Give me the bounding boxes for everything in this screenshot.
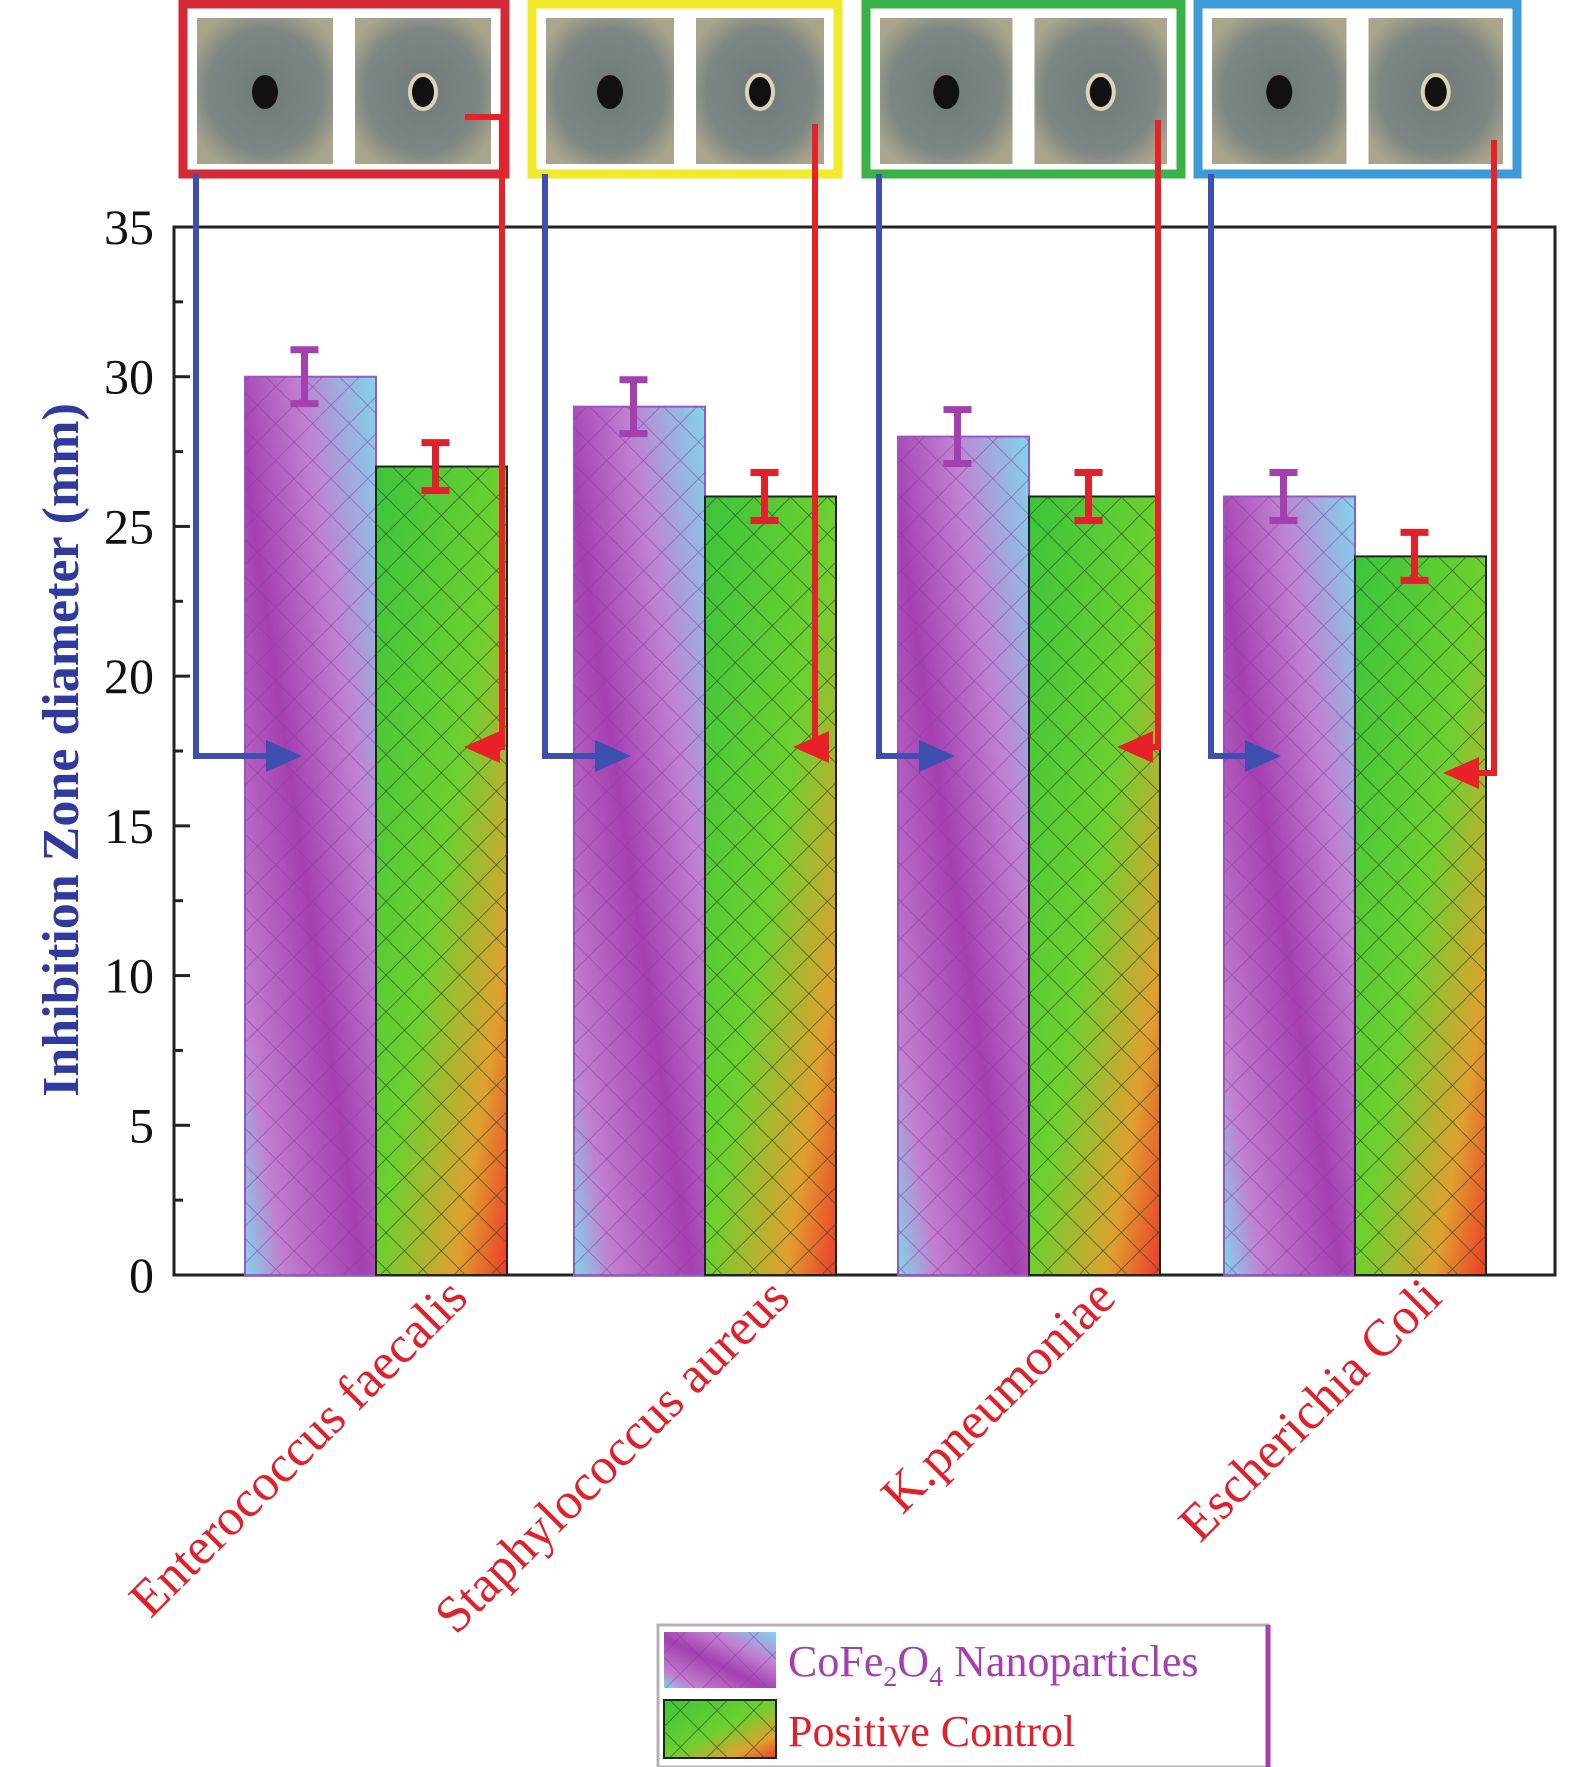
bar-hatch	[898, 436, 1029, 1276]
arrowhead	[919, 740, 955, 772]
photo-panel	[178, 0, 510, 179]
error-bar	[421, 439, 450, 494]
nanoparticle-arrow	[542, 174, 599, 759]
bar-hatch	[1224, 496, 1355, 1275]
category-label: Escherichia Coli	[1168, 1268, 1452, 1552]
well-hole	[408, 73, 438, 111]
y-tick-label: 10	[104, 948, 154, 1004]
error-bar	[290, 346, 319, 408]
bar-hatch	[1355, 556, 1486, 1275]
error-bars	[290, 346, 1429, 584]
bar-hatch	[1029, 496, 1160, 1275]
arrowhead	[1443, 757, 1479, 789]
arrowhead	[793, 731, 829, 763]
error-bar	[750, 469, 779, 524]
well-hole	[745, 73, 775, 111]
photo-panel	[1193, 0, 1522, 179]
category-label: Enterococcus faecalis	[119, 1268, 479, 1628]
inhibition-zone-photos	[178, 0, 1522, 179]
arrowhead	[595, 740, 631, 772]
photo-panel	[861, 0, 1186, 179]
arrowhead	[266, 740, 302, 772]
error-bar	[1400, 528, 1429, 584]
error-bar	[943, 406, 972, 468]
y-tick-label: 25	[104, 498, 154, 554]
nanoparticle-arrow	[1208, 174, 1249, 759]
control-arrow	[1475, 140, 1497, 776]
category-label: Staphylococcus aureus	[424, 1268, 800, 1644]
category-label: K.pneumoniae	[871, 1268, 1127, 1524]
y-tick-label: 15	[104, 798, 154, 854]
arrowhead	[464, 731, 500, 763]
bar-hatch	[376, 466, 507, 1275]
arrows	[193, 114, 1497, 789]
error-bar	[1074, 469, 1103, 524]
bar-hatch	[245, 376, 376, 1275]
y-axis: 0 5 10 15 20 25 30 35	[104, 199, 190, 1303]
well-hole	[1085, 73, 1116, 111]
well-hole	[1266, 75, 1293, 109]
legend-label-positive-control: Positive Control	[788, 1707, 1075, 1756]
legend-label-nanoparticles: CoFe2O4 Nanoparticles	[788, 1637, 1198, 1693]
y-tick-label: 0	[129, 1247, 154, 1303]
y-tick-label: 35	[104, 199, 154, 255]
legend: CoFe2O4 Nanoparticles Positive Control	[656, 1623, 1271, 1767]
y-axis-label: Inhibition Zone diameter (mm)	[33, 403, 90, 1097]
error-bar	[619, 376, 648, 438]
well-hole	[252, 75, 278, 109]
well-hole	[597, 75, 623, 109]
arrowhead	[1245, 740, 1281, 772]
y-tick-label: 5	[129, 1097, 154, 1153]
nanoparticle-arrow	[193, 174, 270, 759]
well-hole	[933, 75, 960, 109]
bar-hatch	[574, 406, 705, 1276]
well-hole	[1420, 73, 1451, 111]
nanoparticle-arrow	[876, 174, 923, 759]
arrowhead	[1117, 731, 1153, 763]
error-bar	[1269, 469, 1298, 524]
bars	[244, 375, 1487, 1277]
photo-panel	[527, 0, 843, 179]
plot-area: 0 5 10 15 20 25 30 35	[104, 114, 1557, 1303]
y-tick-label: 20	[104, 648, 154, 704]
y-tick-label: 30	[104, 349, 154, 405]
